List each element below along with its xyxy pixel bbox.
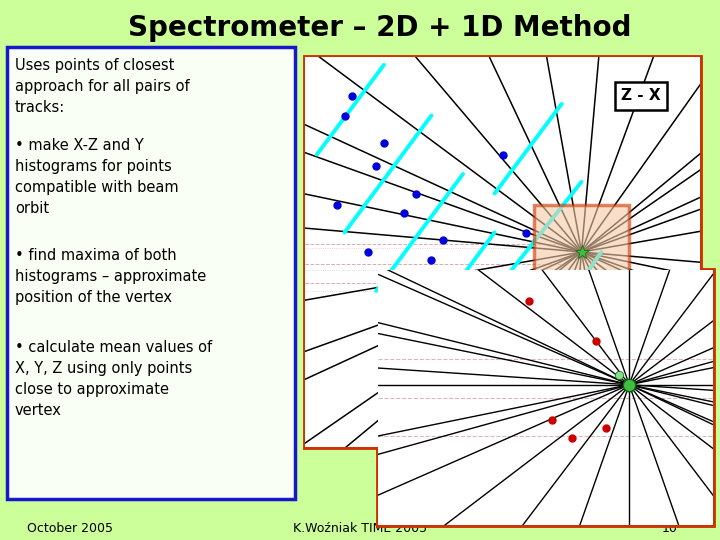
Bar bbox=[7, 47, 295, 499]
Text: • find maxima of both
histograms – approximate
position of the vertex: • find maxima of both histograms – appro… bbox=[15, 248, 206, 305]
Bar bbox=[305, 57, 700, 447]
Text: • calculate mean values of
X, Y, Z using only points
close to approximate
vertex: • calculate mean values of X, Y, Z using… bbox=[15, 340, 212, 418]
Text: October 2005: October 2005 bbox=[27, 522, 113, 535]
Text: Spectrometer – 2D + 1D Method: Spectrometer – 2D + 1D Method bbox=[128, 14, 631, 42]
Text: K.Woźniak TIME 2005: K.Woźniak TIME 2005 bbox=[293, 522, 427, 535]
Text: Z - X: Z - X bbox=[621, 89, 660, 104]
Bar bbox=[534, 205, 629, 299]
Text: 10: 10 bbox=[662, 522, 678, 535]
Bar bbox=[378, 270, 713, 525]
Text: • make X-Z and Y
histograms for points
compatible with beam
orbit: • make X-Z and Y histograms for points c… bbox=[15, 138, 179, 216]
Text: Uses points of closest
approach for all pairs of
tracks:: Uses points of closest approach for all … bbox=[15, 58, 189, 115]
